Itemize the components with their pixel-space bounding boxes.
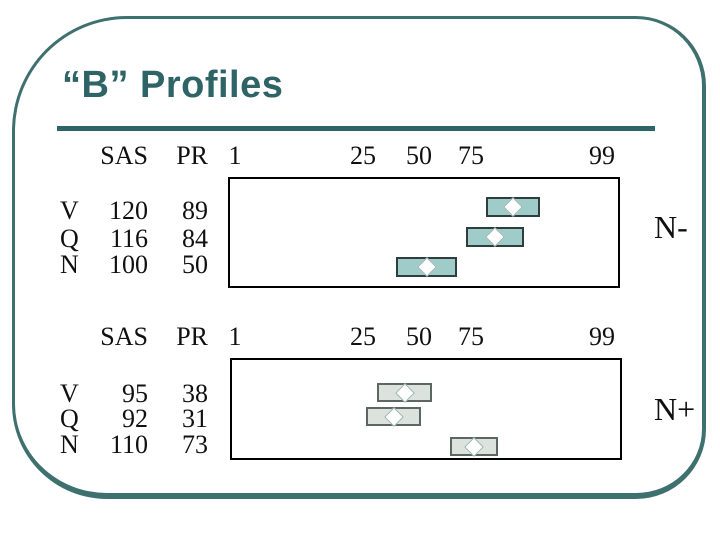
diamond-marker xyxy=(503,197,523,217)
column-header-sas: SAS xyxy=(100,322,148,351)
sas-value: 110 xyxy=(109,430,148,459)
group-label-n-plus: N+ xyxy=(654,391,696,427)
row-label-v: V xyxy=(60,196,79,225)
column-header-pr: PR xyxy=(176,322,208,351)
row-label-n: N xyxy=(60,430,79,459)
axis-tick-label-99: 99 xyxy=(589,322,615,351)
percentile-chart-box xyxy=(228,177,620,288)
diamond-marker xyxy=(394,382,415,403)
axis-tick-label-75: 75 xyxy=(458,322,484,351)
axis-tick-label-50: 50 xyxy=(406,322,432,351)
pr-value: 38 xyxy=(182,379,208,408)
axis-tick-label-1: 1 xyxy=(228,141,242,170)
column-header-sas: SAS xyxy=(100,141,148,170)
pr-value: 73 xyxy=(182,430,208,459)
percentile-band-bar-n xyxy=(396,257,457,277)
percentile-chart-box xyxy=(230,358,622,460)
diamond-marker xyxy=(383,406,404,427)
axis-tick-label-25: 25 xyxy=(350,322,376,351)
sas-value: 120 xyxy=(109,196,148,225)
diamond-marker xyxy=(416,257,437,277)
axis-tick-label-50: 50 xyxy=(406,141,432,170)
row-label-q: Q xyxy=(60,404,79,433)
percentile-band-bar-n xyxy=(450,436,498,457)
percentile-band-bar-v xyxy=(377,382,432,403)
row-label-n: N xyxy=(60,250,79,279)
axis-tick-label-1: 1 xyxy=(228,322,242,351)
axis-tick-label-75: 75 xyxy=(458,141,484,170)
diamond-marker xyxy=(464,436,484,457)
axis-tick-label-99: 99 xyxy=(589,141,615,170)
axis-tick-label-25: 25 xyxy=(350,141,376,170)
percentile-band-bar-v xyxy=(486,197,540,217)
sas-value: 100 xyxy=(109,250,148,279)
slide-title: “B” Profiles xyxy=(62,64,284,106)
column-header-pr: PR xyxy=(176,141,208,170)
percentile-band-bar-q xyxy=(366,406,421,427)
percentile-band-bar-q xyxy=(466,227,524,247)
pr-value: 50 xyxy=(182,250,208,279)
pr-value: 31 xyxy=(182,404,208,433)
row-label-q: Q xyxy=(60,224,79,253)
sas-value: 95 xyxy=(122,379,148,408)
slide-frame-border xyxy=(12,16,706,499)
pr-value: 89 xyxy=(182,196,208,225)
diamond-marker xyxy=(485,227,505,247)
sas-value: 92 xyxy=(122,404,148,433)
title-divider-rule xyxy=(57,126,655,131)
sas-value: 116 xyxy=(109,224,148,253)
group-label-n-minus: N- xyxy=(654,209,688,245)
pr-value: 84 xyxy=(182,224,208,253)
row-label-v: V xyxy=(60,379,79,408)
